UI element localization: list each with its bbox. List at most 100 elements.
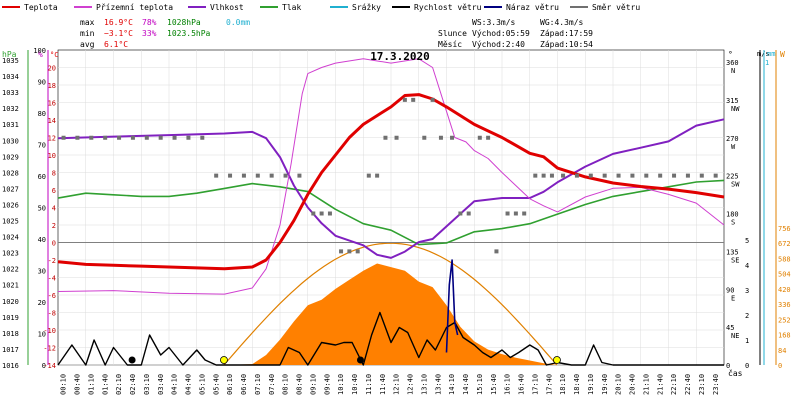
wind-dir-point [172,135,177,140]
wind-dir-tick-sub: SE [731,256,739,264]
pressure-tick: 1035 [2,57,19,65]
temperature-tick: 8 [52,170,56,178]
x-tick-label: 23:40 [712,374,720,395]
wind-dir-point [533,173,538,178]
wind-dir-point [297,173,302,178]
wind-dir-tick: 315 [726,97,739,105]
wind-dir-point [347,249,352,254]
stats-max-temp: 16.9°C [104,18,133,27]
pressure-tick: 1024 [2,234,19,242]
stats-avg-label: avg [80,40,95,49]
solar-axis-label: W [780,50,785,59]
wind-dir-point [549,173,554,178]
legend-label: Rychlost větru [414,3,482,12]
wind-dir-point [522,211,527,216]
moon-marker [356,356,364,364]
wind-dir-point [241,173,246,178]
temperature-tick: 0 [52,240,56,248]
pressure-tick: 1034 [2,73,19,81]
pressure-tick: 1023 [2,250,19,258]
x-tick-label: 02:40 [129,374,137,395]
temperature-tick: -14 [43,362,56,370]
wind-dir-tick: 180 [726,211,739,219]
x-tick-label: 01:10 [87,374,95,395]
x-tick-label: 17:10 [531,374,539,395]
wind-dir-tick-sub: NE [731,332,739,340]
solar-tick: 84 [778,347,786,355]
solar-tick: 504 [778,271,791,279]
wind-dir-point [366,173,371,178]
legend-label: Směr větru [592,3,640,12]
x-tick-label: 13:40 [434,374,442,395]
x-tick-label: 19:40 [601,374,609,395]
wind-dir-point [438,135,443,140]
series-line-Náraz větru [445,259,459,353]
pressure-tick: 1025 [2,218,19,226]
wind-dir-tick: 360 [726,59,739,67]
stats-sun-rise: Východ:05:59 [472,29,530,38]
series-line-Teplota [57,93,725,271]
wind-dir-point [355,249,360,254]
x-tick-label: 06:40 [240,374,248,395]
x-tick-label: 15:10 [476,374,484,395]
wind-dir-tick: 270 [726,135,739,143]
x-tick-label: 12:40 [407,374,415,395]
wind-dir-tick: 45 [726,324,734,332]
humidity-tick: 50 [38,205,46,213]
wind-dir-point [541,173,546,178]
solar-tick: 252 [778,316,791,324]
temperature-tick: 14 [48,117,56,125]
wind-dir-point [574,173,579,178]
wind-dir-point [699,173,704,178]
x-tick-label: 14:40 [462,374,470,395]
x-tick-label: 04:40 [185,374,193,395]
temperature-tick: -6 [48,292,56,300]
stats-wg: WG:4.3m/s [540,18,584,27]
temperature-tick: -12 [43,345,56,353]
stats-sun-label: Slunce [438,29,467,38]
rain-axis-label: mm [767,50,775,58]
humidity-axis-label: % [38,50,43,59]
humidity-tick: 80 [38,110,46,118]
humidity-tick: 40 [38,236,46,244]
stats-max-hum: 78% [142,18,157,27]
humidity-tick: 10 [38,331,46,339]
temperature-tick: 20 [48,65,56,73]
pressure-tick: 1030 [2,137,19,145]
temperature-tick: 2 [52,222,56,230]
x-tick-label: 16:10 [504,374,512,395]
wind-dir-point [383,135,388,140]
x-tick-label: 23:10 [698,374,706,395]
stats-min-hum: 33% [142,29,157,38]
wind-axis-label: m/s [757,50,770,58]
wind-dir-point [602,173,607,178]
pressure-tick: 1027 [2,185,19,193]
temperature-tick: 18 [48,82,56,90]
wind-dir-point [130,135,135,140]
humidity-tick: 20 [38,299,46,307]
wind-dir-point [588,173,593,178]
x-axis-label: čas [728,368,743,378]
stats-moon-set: Západ:10:54 [540,40,593,49]
pressure-tick: 1031 [2,121,19,129]
stats-min-press: 1023.5hPa [167,29,211,38]
x-tick-label: 09:40 [323,374,331,395]
wind-dir-point [630,173,635,178]
pressure-tick: 1022 [2,266,19,274]
stats-min-temp: −3.1°C [104,29,133,38]
legend-label: Srážky [352,3,381,12]
wind-dir-point [375,173,380,178]
x-tick-label: 21:40 [656,374,664,395]
solar-tick: 168 [778,332,791,340]
wind-dir-tick-sub: E [731,294,735,302]
wind-dir-point [327,211,332,216]
stats-max-press: 1028hPa [167,18,201,27]
x-tick-label: 13:10 [420,374,428,395]
wind-tick: 1 [745,337,749,345]
wind-dir-point [616,173,621,178]
wind-dir-tick-sub: SW [731,181,740,189]
stats-max-label: max [80,18,95,27]
x-tick-label: 05:10 [198,374,206,395]
wind-dir-point [339,249,344,254]
wind-tick: 0 [745,362,749,370]
